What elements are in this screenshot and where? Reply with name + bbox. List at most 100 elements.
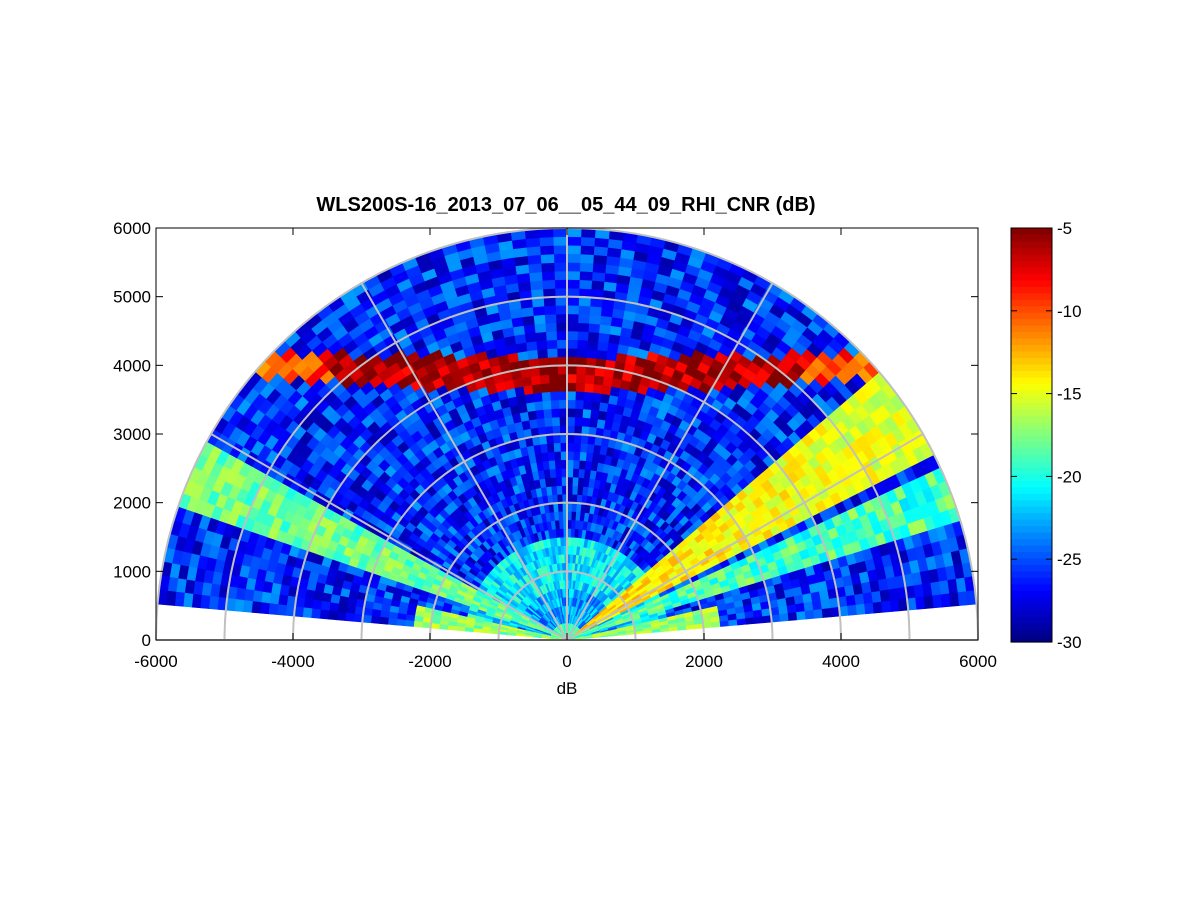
heatmap-cell [583, 391, 593, 402]
heatmap-cell [534, 409, 545, 420]
colorbar-step [1011, 247, 1052, 255]
heatmap-cell [576, 485, 584, 496]
heatmap-cell [554, 459, 562, 470]
heatmap-cell [566, 287, 580, 298]
heatmap-cell [526, 254, 542, 265]
heatmap-cell [413, 620, 423, 628]
heatmap-cell [577, 305, 591, 315]
x-tick-label: 6000 [959, 652, 997, 671]
heatmap-cell [586, 443, 595, 454]
colorbar-step [1011, 596, 1052, 604]
heatmap-cell [558, 407, 568, 418]
heatmap-cell [546, 339, 558, 350]
colorbar-step [1011, 435, 1052, 443]
heatmap-cell [553, 270, 568, 281]
heatmap-cell [596, 418, 606, 429]
heatmap-cell [553, 450, 562, 461]
heatmap-cell [191, 593, 202, 609]
colorbar-step [1011, 603, 1052, 611]
heatmap-cell [447, 625, 457, 631]
heatmap-cell [319, 609, 330, 620]
colorbar-step [1011, 370, 1052, 378]
heatmap-cell [336, 611, 347, 621]
colorbar-step [1011, 350, 1052, 358]
heatmap-cell [303, 598, 314, 610]
heatmap-cell [345, 604, 356, 615]
heatmap-cell [557, 365, 568, 375]
heatmap-cell [541, 270, 555, 281]
colorbar-step [1011, 557, 1052, 565]
heatmap-cell [555, 322, 568, 332]
heatmap-cell [550, 399, 560, 410]
colorbar-step [1011, 318, 1052, 326]
heatmap-cell [847, 604, 858, 616]
x-tick-label: -4000 [271, 652, 314, 671]
colorbar-step [1011, 286, 1052, 294]
heatmap-cell [796, 610, 807, 621]
heatmap-cell [527, 262, 542, 274]
heatmap-cell [464, 627, 474, 633]
heatmap-cell [529, 280, 544, 291]
heatmap-cell [566, 433, 575, 444]
heatmap-cell [595, 349, 608, 360]
heatmap-cell [542, 408, 552, 419]
heatmap-cell [579, 451, 587, 462]
heatmap-cell [566, 270, 581, 281]
heatmap-cell [548, 373, 559, 384]
heatmap-cell [845, 594, 857, 606]
colorbar-step [1011, 532, 1052, 540]
heatmap-cell [586, 339, 599, 351]
colorbar-step [1011, 622, 1052, 630]
heatmap-cell [589, 409, 600, 420]
heatmap-cell [598, 323, 611, 335]
heatmap-cell [566, 322, 579, 332]
heatmap-cell [586, 348, 598, 359]
heatmap-cell [554, 287, 568, 298]
heatmap-cell [582, 399, 593, 410]
colorbar-step [1011, 357, 1052, 365]
heatmap-cell [573, 433, 582, 444]
heatmap-cell [540, 262, 555, 273]
heatmap-cell [600, 306, 614, 318]
heatmap-cell [566, 390, 576, 401]
colorbar-step [1011, 415, 1052, 423]
heatmap-cell [590, 400, 601, 411]
heatmap-cell [579, 270, 593, 281]
heatmap-cell [582, 408, 592, 419]
heatmap-cell [820, 598, 831, 610]
colorbar-step [1011, 402, 1052, 410]
heatmap-cell [566, 365, 577, 375]
colorbar-step [1011, 337, 1052, 346]
heatmap-cell [577, 330, 589, 341]
x-tick-label: -6000 [134, 652, 177, 671]
heatmap-cell [556, 347, 568, 358]
heatmap-cell [554, 279, 568, 289]
heatmap-cell [585, 451, 594, 462]
heatmap-cell [940, 592, 952, 608]
heatmap-cell [566, 399, 576, 409]
heatmap-cell [555, 476, 562, 487]
colorbar-step [1011, 312, 1052, 320]
colorbar-step [1011, 551, 1052, 559]
heatmap-cell [570, 519, 576, 529]
heatmap-cell [599, 393, 610, 404]
heatmap-cell [566, 296, 580, 306]
heatmap-cell [593, 245, 609, 257]
heatmap-cell [543, 305, 557, 315]
heatmap-cell [923, 594, 935, 609]
heatmap-cell [552, 433, 561, 444]
heatmap-cell [932, 593, 943, 609]
y-tick-label: 4000 [113, 356, 151, 375]
heatmap-cell [552, 227, 568, 238]
heatmap-cell [541, 399, 552, 410]
heatmap-cell [556, 356, 568, 366]
heatmap-cell [552, 236, 568, 246]
colorbar-tick-label: -30 [1057, 633, 1082, 652]
heatmap-cell [251, 601, 262, 614]
colorbar-step [1011, 279, 1052, 287]
heatmap-cell [591, 392, 602, 403]
heatmap-cell [821, 607, 832, 618]
heatmap-cell [396, 618, 406, 627]
heatmap-cell [387, 617, 398, 626]
colorbar-step [1011, 538, 1052, 546]
